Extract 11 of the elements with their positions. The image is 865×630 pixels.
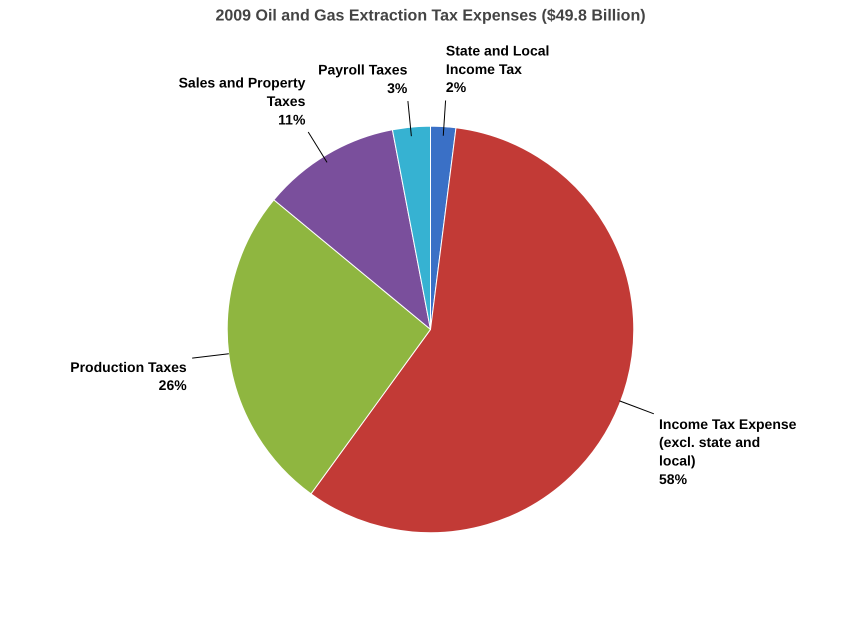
- data-label: 58%: [659, 470, 688, 487]
- data-label: 26%: [158, 377, 188, 394]
- slice-label: Sales and Property Taxes: [178, 74, 306, 110]
- slice-label: Production Taxes: [70, 358, 187, 375]
- slice-label: Payroll Taxes: [318, 61, 408, 78]
- data-label: 3%: [387, 80, 408, 96]
- slice-label: State and Local Income Tax: [446, 42, 550, 77]
- data-label: 2%: [446, 79, 467, 96]
- chart-title: 2009 Oil and Gas Extraction Tax Expenses ($49.8 Billion): [215, 8, 646, 24]
- slice-label: Income Tax Expense (excl. state and local): [659, 416, 797, 469]
- data-label: 11%: [278, 111, 306, 128]
